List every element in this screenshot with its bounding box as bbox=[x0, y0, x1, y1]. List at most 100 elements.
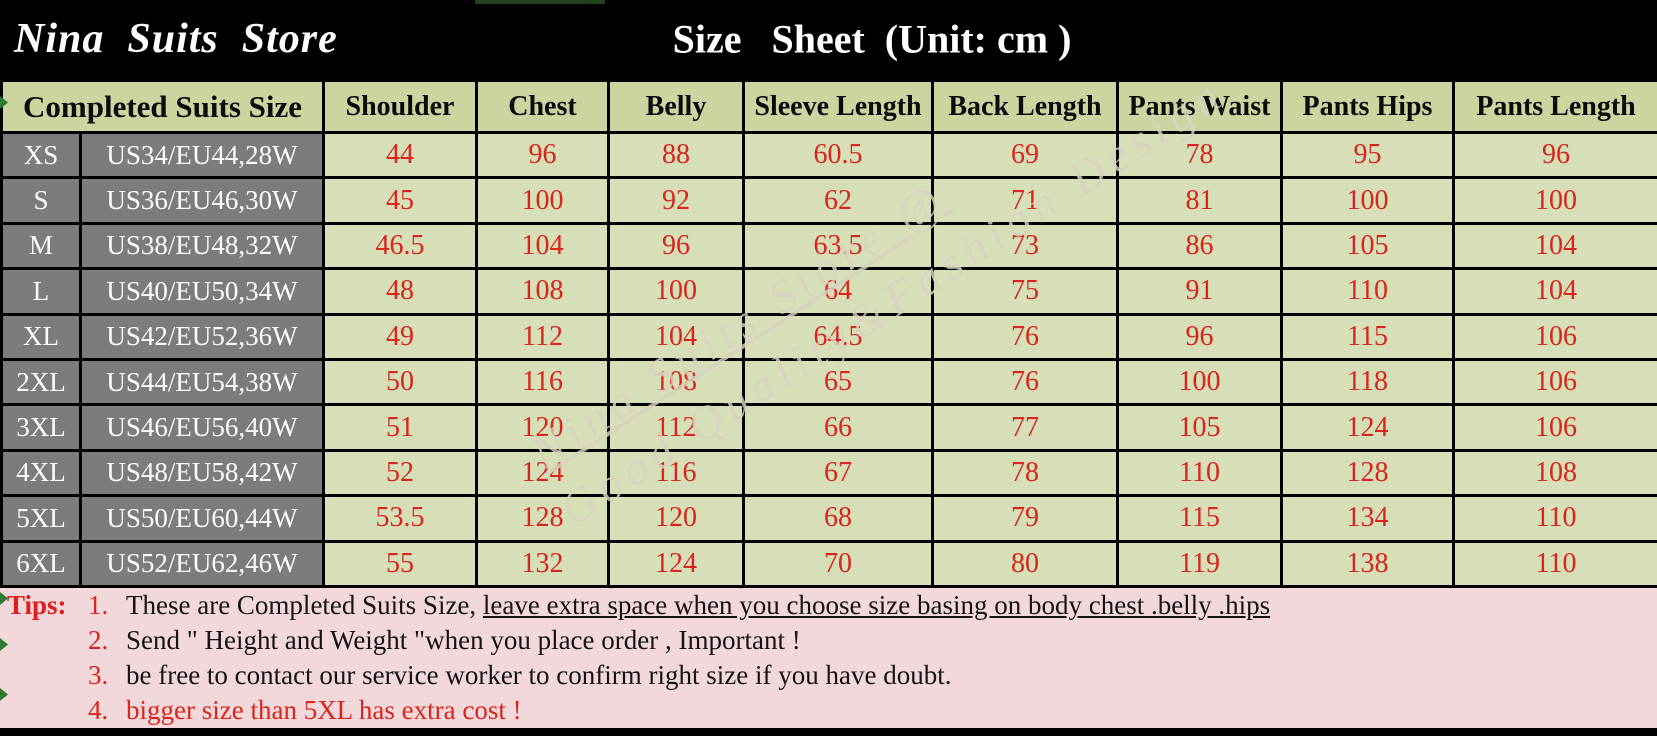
chest-value-cell: 104 bbox=[475, 221, 610, 271]
pants-waist-value-cell: 110 bbox=[1116, 448, 1283, 498]
back-length-value-cell: 69 bbox=[931, 130, 1119, 180]
belly-value-cell: 112 bbox=[607, 403, 745, 452]
chest-value-cell: 120 bbox=[475, 403, 610, 452]
back-length-value-cell: 78 bbox=[931, 448, 1119, 498]
pants-hips-value-cell: 128 bbox=[1280, 448, 1455, 498]
size-label-cell: XL bbox=[0, 312, 82, 361]
pants-length-value-cell: 110 bbox=[1452, 494, 1657, 543]
column-header-back-length: Back Length bbox=[931, 79, 1119, 134]
table-row: S US36/EU46,30W 45 100 92 62 71 81 100 100 bbox=[0, 176, 1657, 225]
pants-length-value-cell: 108 bbox=[1452, 448, 1657, 498]
size-label-cell: 3XL bbox=[0, 403, 82, 452]
tip-line-4: 4. bigger size than 5XL has extra cost ! bbox=[0, 693, 1657, 728]
tip-number: 3. bbox=[88, 660, 109, 690]
us-eu-size-cell: US34/EU44,28W bbox=[79, 130, 325, 180]
pants-length-value-cell: 110 bbox=[1452, 539, 1657, 589]
shoulder-value-cell: 45 bbox=[322, 176, 478, 225]
sleeve-length-value-cell: 66 bbox=[742, 403, 934, 452]
us-eu-size-cell: US44/EU54,38W bbox=[79, 357, 325, 407]
shoulder-value-cell: 51 bbox=[322, 403, 478, 452]
sleeve-length-value-cell: 68 bbox=[742, 494, 934, 543]
size-label-cell: M bbox=[0, 221, 82, 271]
sleeve-length-value-cell: 64.5 bbox=[742, 312, 934, 361]
bottom-edge-bar bbox=[0, 728, 1657, 736]
pants-hips-value-cell: 110 bbox=[1280, 267, 1455, 316]
pants-length-value-cell: 100 bbox=[1452, 176, 1657, 225]
shoulder-value-cell: 49 bbox=[322, 312, 478, 361]
table-row: M US38/EU48,32W 46.5 104 96 63.5 73 86 105 104 bbox=[0, 221, 1657, 271]
pants-waist-value-cell: 78 bbox=[1116, 130, 1283, 180]
tip-text-underlined: leave extra space when you choose size b… bbox=[482, 590, 1271, 620]
left-edge-mark bbox=[0, 96, 8, 109]
pants-length-value-cell: 106 bbox=[1452, 403, 1657, 452]
table-row: 4XL US48/EU58,42W 52 124 116 67 78 110 128 108 bbox=[0, 448, 1657, 498]
pants-hips-value-cell: 118 bbox=[1280, 357, 1455, 407]
sleeve-length-value-cell: 67 bbox=[742, 448, 934, 498]
belly-value-cell: 124 bbox=[607, 539, 745, 589]
chest-value-cell: 100 bbox=[475, 176, 610, 225]
pants-waist-value-cell: 119 bbox=[1116, 539, 1283, 589]
shoulder-value-cell: 53.5 bbox=[322, 494, 478, 543]
pants-hips-value-cell: 115 bbox=[1280, 312, 1455, 361]
belly-value-cell: 100 bbox=[607, 267, 745, 316]
pants-waist-value-cell: 96 bbox=[1116, 312, 1283, 361]
table-row: 5XL US50/EU60,44W 53.5 128 120 68 79 115 134 110 bbox=[0, 494, 1657, 543]
tip-number: 1. bbox=[88, 590, 109, 620]
sleeve-length-value-cell: 64 bbox=[742, 267, 934, 316]
tip-line-3: 3. be free to contact our service worker … bbox=[0, 658, 1657, 693]
left-edge-mark bbox=[0, 688, 8, 701]
pants-waist-value-cell: 105 bbox=[1116, 403, 1283, 452]
chest-value-cell: 116 bbox=[475, 357, 610, 407]
sleeve-length-value-cell: 60.5 bbox=[742, 130, 934, 180]
us-eu-size-cell: US38/EU48,32W bbox=[79, 221, 325, 271]
belly-value-cell: 108 bbox=[607, 357, 745, 407]
pants-waist-value-cell: 115 bbox=[1116, 494, 1283, 543]
left-edge-mark bbox=[0, 592, 8, 605]
belly-value-cell: 116 bbox=[607, 448, 745, 498]
size-table: Completed Suits Size Shoulder Chest Bell… bbox=[0, 79, 1657, 589]
sleeve-length-value-cell: 70 bbox=[742, 539, 934, 589]
column-header-chest: Chest bbox=[475, 79, 610, 134]
column-header-pants-waist: Pants Waist bbox=[1116, 79, 1283, 134]
size-label-cell: XS bbox=[0, 130, 82, 180]
tip-number: 2. bbox=[88, 625, 109, 655]
us-eu-size-cell: US50/EU60,44W bbox=[79, 494, 325, 543]
shoulder-value-cell: 52 bbox=[322, 448, 478, 498]
pants-waist-value-cell: 100 bbox=[1116, 357, 1283, 407]
us-eu-size-cell: US52/EU62,46W bbox=[79, 539, 325, 589]
shoulder-value-cell: 44 bbox=[322, 130, 478, 180]
tip-text: Send " Height and Weight "when you place… bbox=[126, 625, 801, 655]
tips-label: Tips: bbox=[7, 590, 67, 620]
chest-value-cell: 124 bbox=[475, 448, 610, 498]
table-row: XL US42/EU52,36W 49 112 104 64.5 76 96 115 106 bbox=[0, 312, 1657, 361]
sheet-title: Size Sheet (Unit: cm ) bbox=[672, 16, 1072, 62]
back-length-value-cell: 75 bbox=[931, 267, 1119, 316]
size-label-cell: 4XL bbox=[0, 448, 82, 498]
pants-waist-value-cell: 86 bbox=[1116, 221, 1283, 271]
pants-waist-value-cell: 81 bbox=[1116, 176, 1283, 225]
top-edge-artifact bbox=[475, 0, 605, 4]
shoulder-value-cell: 48 bbox=[322, 267, 478, 316]
tip-text: be free to contact our service worker to… bbox=[126, 660, 952, 690]
pants-hips-value-cell: 138 bbox=[1280, 539, 1455, 589]
size-label-cell: L bbox=[0, 267, 82, 316]
table-header-row: Completed Suits Size Shoulder Chest Bell… bbox=[0, 79, 1657, 134]
size-label-cell: 5XL bbox=[0, 494, 82, 543]
tip-number: 4. bbox=[88, 695, 109, 725]
column-header-shoulder: Shoulder bbox=[322, 79, 478, 134]
tip-text: These are Completed Suits Size, bbox=[126, 590, 483, 620]
tip-text: bigger size than 5XL has extra cost ! bbox=[126, 695, 522, 725]
column-header-belly: Belly bbox=[607, 79, 745, 134]
belly-value-cell: 104 bbox=[607, 312, 745, 361]
us-eu-size-cell: US48/EU58,42W bbox=[79, 448, 325, 498]
titlebar: Nina Suits Store Size Sheet (Unit: cm ) bbox=[0, 0, 1657, 79]
back-length-value-cell: 71 bbox=[931, 176, 1119, 225]
shoulder-value-cell: 50 bbox=[322, 357, 478, 407]
left-edge-mark bbox=[0, 638, 8, 651]
pants-hips-value-cell: 134 bbox=[1280, 494, 1455, 543]
back-length-value-cell: 73 bbox=[931, 221, 1119, 271]
us-eu-size-cell: US46/EU56,40W bbox=[79, 403, 325, 452]
pants-hips-value-cell: 105 bbox=[1280, 221, 1455, 271]
pants-waist-value-cell: 91 bbox=[1116, 267, 1283, 316]
